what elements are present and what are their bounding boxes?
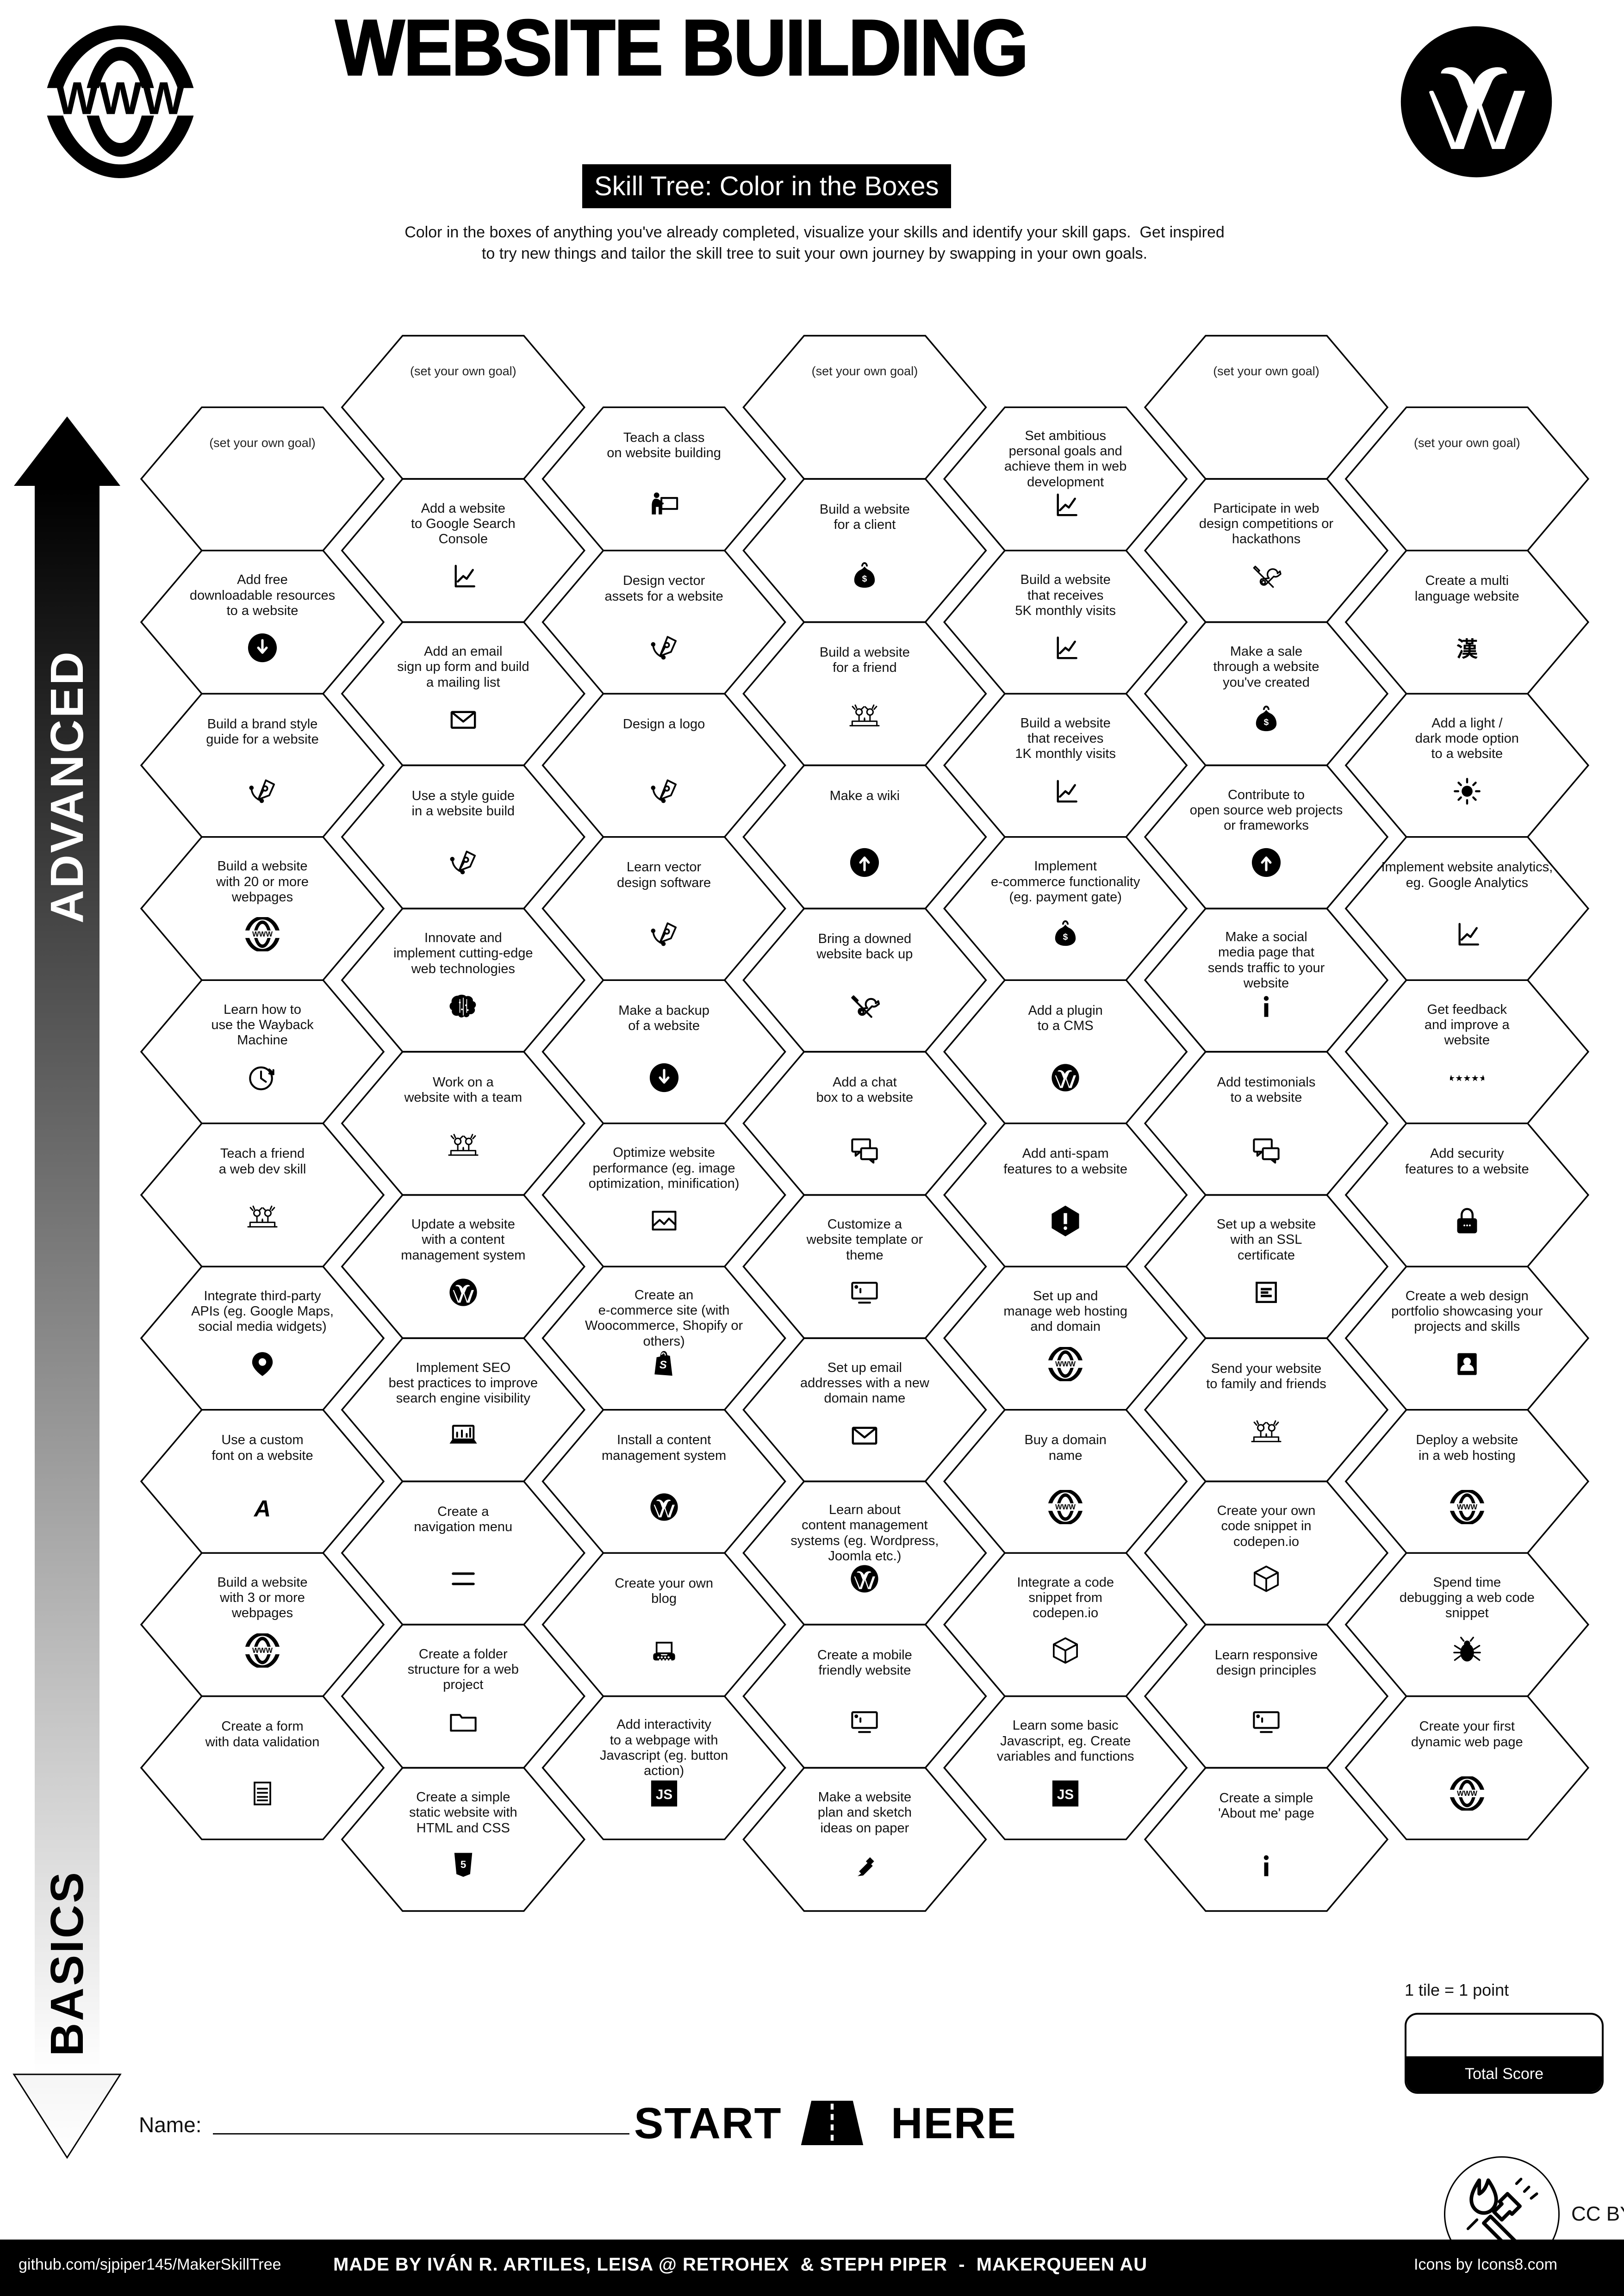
svg-text:WWW: WWW [1055, 1503, 1076, 1511]
svg-text:JS: JS [655, 1787, 672, 1802]
svg-text:WWW: WWW [252, 931, 273, 938]
svg-text:★★★★★: ★★★★★ [1450, 1074, 1484, 1083]
svg-text:$: $ [862, 574, 867, 584]
svg-text:WWW: WWW [1055, 1360, 1076, 1368]
svg-text:$: $ [1063, 932, 1068, 942]
svg-text:JS: JS [1057, 1787, 1074, 1802]
svg-text:WWW: WWW [252, 1647, 273, 1655]
svg-text:WWW: WWW [1457, 1503, 1477, 1511]
svg-text:$: $ [1264, 718, 1269, 727]
svg-text:漢: 漢 [1456, 637, 1478, 661]
svg-text:S: S [659, 1359, 666, 1371]
svg-text:5: 5 [460, 1859, 466, 1870]
svg-text:A: A [253, 1496, 271, 1522]
svg-text:WWW: WWW [1457, 1790, 1477, 1798]
